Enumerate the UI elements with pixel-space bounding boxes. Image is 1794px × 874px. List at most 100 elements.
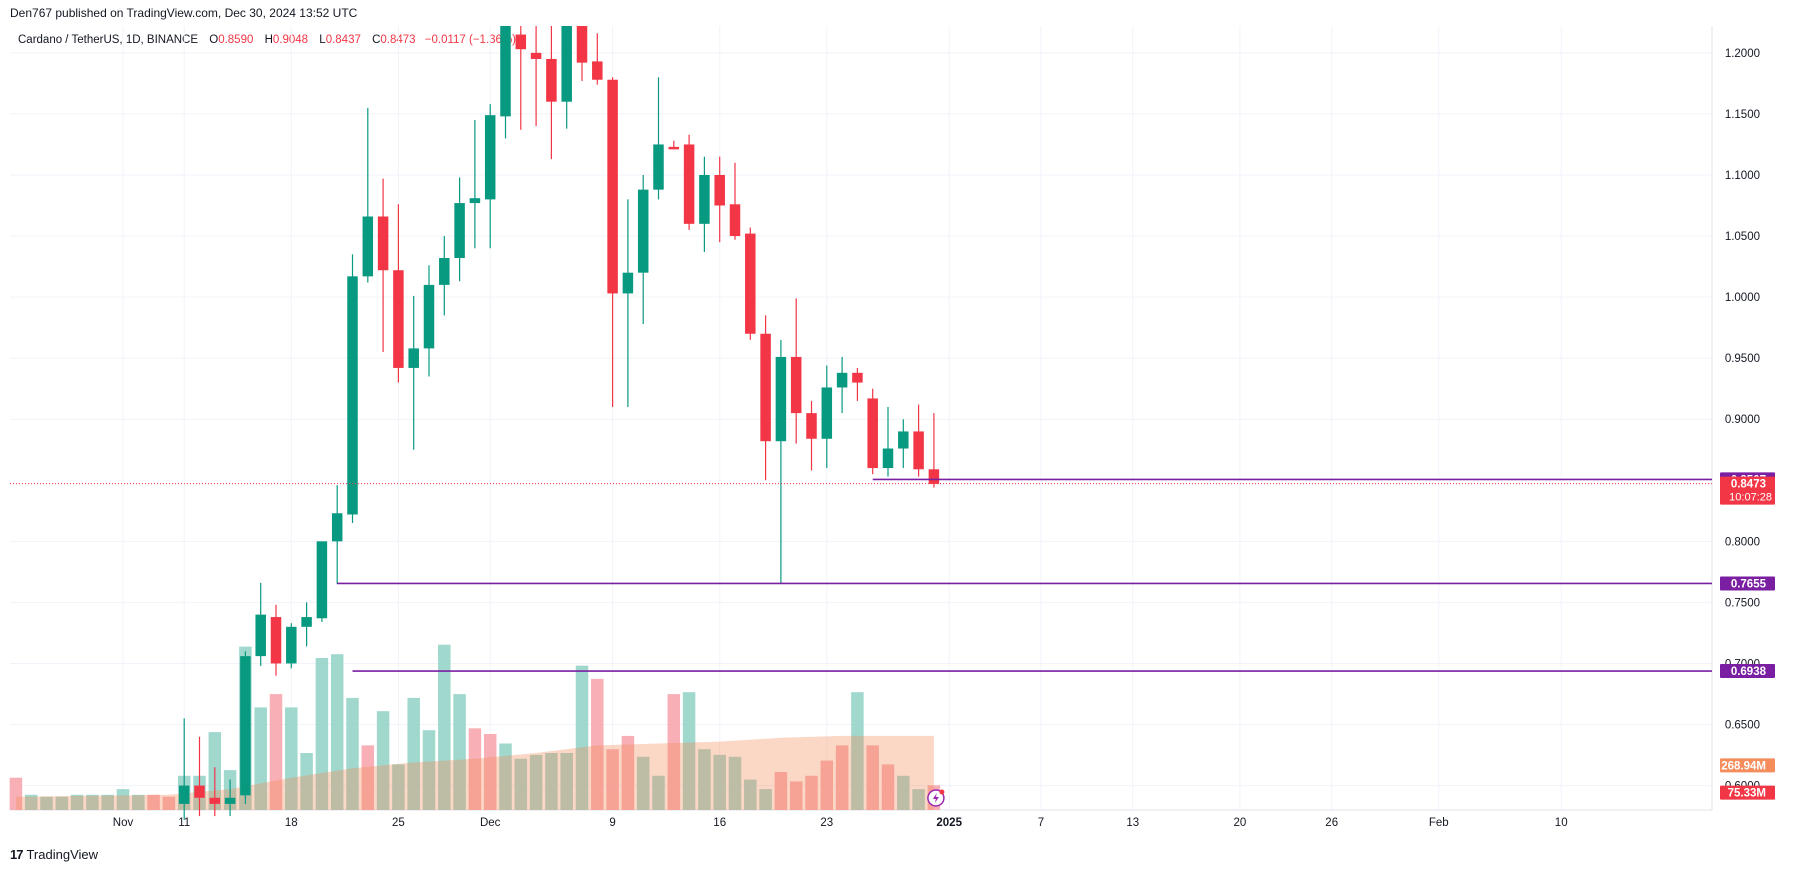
candle-body (745, 233, 756, 334)
volume-bar (881, 764, 895, 810)
last-price-tag: 0.8473 (1731, 479, 1766, 491)
candle-body (898, 431, 909, 449)
candle-body (806, 413, 817, 439)
candle-body (576, 26, 588, 63)
notification-dot-icon (939, 789, 945, 795)
open-label: O (209, 34, 219, 46)
published-text: Den767 published on TradingView.com, Dec… (10, 6, 358, 20)
volume-bars (9, 644, 941, 810)
tradingview-footer[interactable]: 17 TradingView (10, 847, 98, 862)
change-value: −0.0117 (−1.36%) (424, 34, 516, 46)
candle-body (209, 797, 221, 804)
horizontal-levels[interactable] (10, 478, 1712, 807)
volume-bar (453, 694, 466, 810)
volume-bar (330, 654, 344, 810)
time-axis[interactable]: Nov 11 18 25 Dec 9 16 23 2025 7 13 20 26 Feb 10 (113, 817, 1568, 829)
volume-bar (55, 796, 69, 810)
time-tick-label: 11 (178, 817, 190, 829)
candle-body (439, 258, 450, 285)
candle-body (867, 398, 878, 469)
volume-bar (407, 697, 420, 810)
volume-bar (70, 794, 84, 810)
volume-bar (361, 745, 375, 810)
volume-bar (285, 707, 298, 810)
volume-bar (545, 753, 558, 810)
time-tick-label: 2025 (936, 817, 962, 829)
candle-body (224, 797, 236, 804)
volume-bar (851, 692, 864, 810)
candle-body (255, 614, 266, 657)
volume-bar (86, 794, 99, 810)
volume-bar (698, 749, 711, 810)
candle-body (561, 26, 572, 102)
volume-bar (774, 772, 788, 810)
candle-body (546, 58, 557, 102)
price-chart[interactable]: 1.2000 1.1500 1.1000 1.0500 1.0000 0.9500 0.90… (0, 26, 1794, 848)
volume-bar (162, 796, 176, 810)
volume-bar (422, 730, 436, 810)
volume-bar (591, 678, 604, 810)
candle-body (484, 115, 496, 200)
candle-body (913, 431, 924, 470)
high-label: H (264, 34, 273, 46)
volume-bar (682, 692, 696, 810)
time-tick-label: 10 (1555, 817, 1568, 829)
price-tick-label: 1.1000 (1725, 170, 1760, 182)
price-tick-label: 1.0000 (1725, 292, 1760, 304)
volume-bar (835, 745, 849, 810)
level-price-tag: 0.6938 (1731, 666, 1767, 678)
candle-body (653, 144, 664, 190)
candle-body (377, 216, 389, 271)
low-label: L (319, 34, 326, 46)
candle-body (775, 356, 787, 442)
candle-body (178, 785, 190, 804)
candle-body (286, 626, 297, 664)
candle-body (928, 469, 940, 484)
countdown-tag: 10:07:28 (1729, 492, 1772, 504)
price-tick-label: 0.6500 (1725, 720, 1760, 732)
candle-body (622, 272, 634, 294)
level-price-tag: 0.7655 (1731, 578, 1767, 590)
volume-bar (132, 794, 145, 810)
time-tick-label: 9 (609, 817, 615, 829)
time-tick-label: Dec (480, 817, 501, 829)
price-tick-label: 0.9000 (1725, 414, 1760, 426)
candle-body (637, 189, 649, 273)
volume-bar (713, 754, 726, 810)
price-axis[interactable]: 1.2000 1.1500 1.1000 1.0500 1.0000 0.9500 0.90… (1720, 48, 1775, 800)
volume-value-tag: 268.94M (1721, 760, 1766, 772)
volume-bar (438, 644, 451, 810)
last-price-tag-bg (1720, 476, 1775, 505)
candle-body (301, 617, 312, 627)
volume-bar (606, 749, 619, 810)
symbol-title: Cardano / TetherUS, 1D, BINANCE (18, 34, 199, 46)
volume-value-tag-bg (1720, 758, 1775, 773)
candle-body (194, 785, 205, 798)
candle-body (836, 372, 848, 388)
level-price-tag-bg (1720, 576, 1775, 591)
price-tick-label: 1.1500 (1725, 109, 1760, 121)
candle-body (270, 617, 282, 664)
candle-body (729, 204, 741, 237)
level-price-tag-bg (1720, 664, 1775, 679)
volume-bar (269, 694, 283, 810)
candle-body (699, 174, 710, 224)
candle-body (240, 656, 251, 796)
volume-bar (147, 794, 160, 810)
volume-bar (575, 665, 589, 810)
candle-body (760, 333, 771, 442)
publisher-bar: Den767 published on TradingView.com, Dec… (0, 0, 1794, 26)
volume-bar (468, 728, 482, 810)
close-label: C (372, 34, 381, 46)
lightning-bolt-icon (932, 793, 939, 803)
candle-body (331, 513, 343, 542)
volume-bar (652, 775, 665, 810)
tradingview-brand: TradingView (26, 847, 99, 862)
candle-body (821, 387, 833, 439)
volume-bar (40, 796, 53, 810)
candle-body (469, 198, 481, 204)
volume-bar (514, 758, 528, 810)
volume-bar (9, 777, 23, 810)
high-value: 0.9048 (272, 34, 309, 46)
candle-body (592, 61, 603, 80)
